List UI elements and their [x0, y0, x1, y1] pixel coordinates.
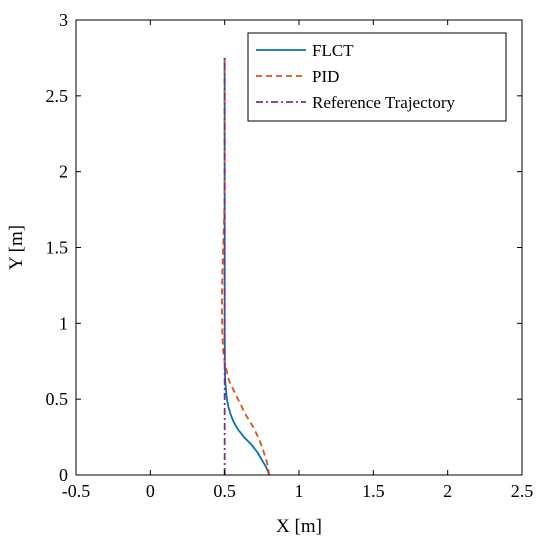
y-tick-label: 2.5: [46, 86, 69, 106]
y-axis-label: Y [m]: [6, 225, 27, 270]
y-tick-label: 3: [59, 10, 68, 30]
legend-label-reference-trajectory: Reference Trajectory: [312, 93, 456, 112]
x-tick-label: 2.5: [511, 481, 534, 501]
x-tick-label: 0.5: [213, 481, 236, 501]
y-tick-label: 1: [59, 313, 68, 333]
legend: FLCT PID Reference Trajectory: [247, 32, 507, 122]
y-tick-label: 0: [59, 465, 68, 485]
x-tick-label: -0.5: [62, 481, 91, 501]
y-tick-label: 2: [59, 162, 68, 182]
y-tick-label: 0.5: [46, 389, 69, 409]
x-tick-label: 1.5: [362, 481, 385, 501]
plot-layer: [221, 57, 271, 476]
axes-layer: -0.5 0 0.5 1 1.5 2 2.500.511.522.53X [m]Y [m]: [6, 10, 533, 537]
series-line-flct: [223, 57, 271, 476]
legend-label-pid: PID: [312, 67, 339, 86]
x-axis-label: X [m]: [276, 516, 322, 537]
x-tick-label: 1: [295, 481, 304, 501]
x-tick-label: 0: [146, 481, 155, 501]
legend-label-flct: FLCT: [312, 41, 354, 60]
y-tick-label: 1.5: [46, 238, 69, 258]
legend-box: [247, 32, 507, 122]
x-tick-label: 2: [443, 481, 452, 501]
